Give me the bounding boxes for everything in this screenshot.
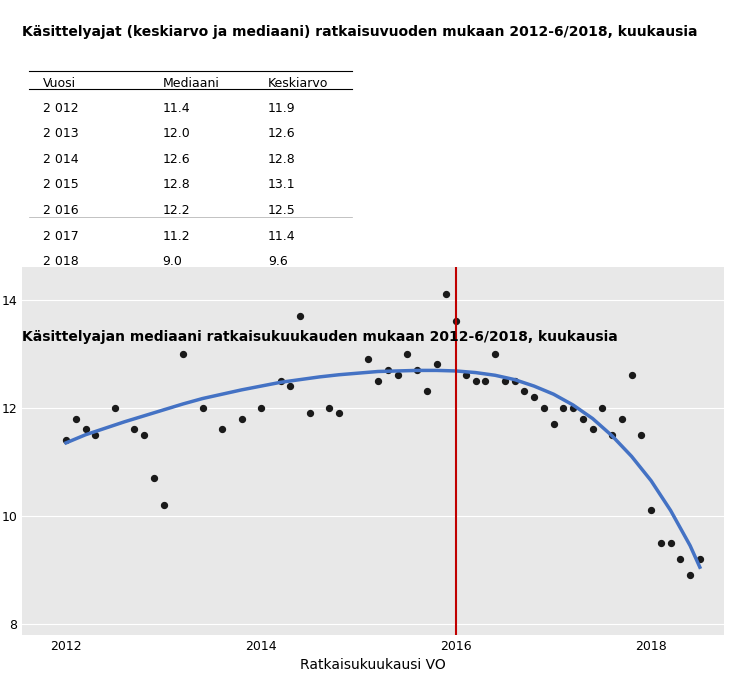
Point xyxy=(431,359,443,370)
Text: 12.8: 12.8 xyxy=(268,152,296,166)
Point xyxy=(489,348,501,359)
X-axis label: Ratkaisukuukausi VO: Ratkaisukuukausi VO xyxy=(300,658,446,672)
Text: 12.2: 12.2 xyxy=(163,204,190,217)
Point xyxy=(411,364,423,375)
Point xyxy=(60,435,72,446)
Text: 2 013: 2 013 xyxy=(43,127,79,140)
Point xyxy=(148,473,160,484)
Point xyxy=(480,375,491,386)
Point xyxy=(216,424,228,435)
Point xyxy=(528,391,540,402)
Point xyxy=(294,310,306,322)
Point xyxy=(626,370,638,381)
Point xyxy=(645,505,657,516)
Point xyxy=(694,553,706,564)
Text: 11.9: 11.9 xyxy=(268,101,296,115)
Point xyxy=(577,413,589,424)
Point xyxy=(519,386,531,397)
Text: 2 017: 2 017 xyxy=(43,230,79,243)
Point xyxy=(440,288,452,299)
Point xyxy=(333,408,345,419)
Text: 11.4: 11.4 xyxy=(268,230,296,243)
Point xyxy=(177,348,189,359)
Point xyxy=(499,375,511,386)
Point xyxy=(304,408,316,419)
Text: 12.8: 12.8 xyxy=(163,179,191,191)
Text: 11.2: 11.2 xyxy=(163,230,190,243)
Point xyxy=(508,375,520,386)
Text: 12.6: 12.6 xyxy=(163,152,190,166)
Text: Käsittelyajat (keskiarvo ja mediaani) ratkaisuvuoden mukaan 2012-6/2018, kuukaus: Käsittelyajat (keskiarvo ja mediaani) ra… xyxy=(22,25,698,39)
Point xyxy=(129,424,140,435)
Point xyxy=(596,402,608,413)
Point xyxy=(684,570,696,581)
Point xyxy=(616,413,627,424)
Point xyxy=(70,413,82,424)
Point xyxy=(236,413,248,424)
Point xyxy=(655,538,667,549)
Point xyxy=(538,402,550,413)
Point xyxy=(470,375,482,386)
Point xyxy=(450,316,462,327)
Point xyxy=(285,381,296,392)
Point xyxy=(80,424,92,435)
Text: 2 014: 2 014 xyxy=(43,152,79,166)
Point xyxy=(606,429,618,440)
Point xyxy=(587,424,599,435)
Text: 12.0: 12.0 xyxy=(163,127,191,140)
Point xyxy=(372,375,384,386)
Text: 12.6: 12.6 xyxy=(268,127,296,140)
Point xyxy=(324,402,336,413)
Text: Käsittelyajan mediaani ratkaisukuukauden mukaan 2012-6/2018, kuukausia: Käsittelyajan mediaani ratkaisukuukauden… xyxy=(22,330,618,344)
Point xyxy=(557,402,569,413)
Text: 11.4: 11.4 xyxy=(163,101,190,115)
Point xyxy=(157,500,169,511)
Text: Keskiarvo: Keskiarvo xyxy=(268,77,328,90)
Text: 2 018: 2 018 xyxy=(43,255,79,268)
Text: 2 015: 2 015 xyxy=(43,179,79,191)
Text: 2 012: 2 012 xyxy=(43,101,79,115)
Point xyxy=(664,538,676,549)
Point xyxy=(255,402,267,413)
Point xyxy=(421,386,433,397)
Text: 9.0: 9.0 xyxy=(163,255,183,268)
Point xyxy=(362,353,374,364)
Text: 9.6: 9.6 xyxy=(268,255,287,268)
Point xyxy=(548,418,559,429)
Point xyxy=(567,402,579,413)
Point xyxy=(392,370,403,381)
Text: Mediaani: Mediaani xyxy=(163,77,219,90)
Point xyxy=(138,429,150,440)
Point xyxy=(275,375,287,386)
Text: 12.5: 12.5 xyxy=(268,204,296,217)
Text: 2 016: 2 016 xyxy=(43,204,79,217)
Point xyxy=(109,402,120,413)
Point xyxy=(675,553,687,564)
Point xyxy=(636,429,647,440)
Point xyxy=(353,635,364,646)
Text: 13.1: 13.1 xyxy=(268,179,296,191)
Text: Vuosi: Vuosi xyxy=(43,77,76,90)
Point xyxy=(89,429,101,440)
Point xyxy=(460,370,471,381)
Point xyxy=(382,364,394,375)
Point xyxy=(401,348,413,359)
Point xyxy=(197,402,208,413)
